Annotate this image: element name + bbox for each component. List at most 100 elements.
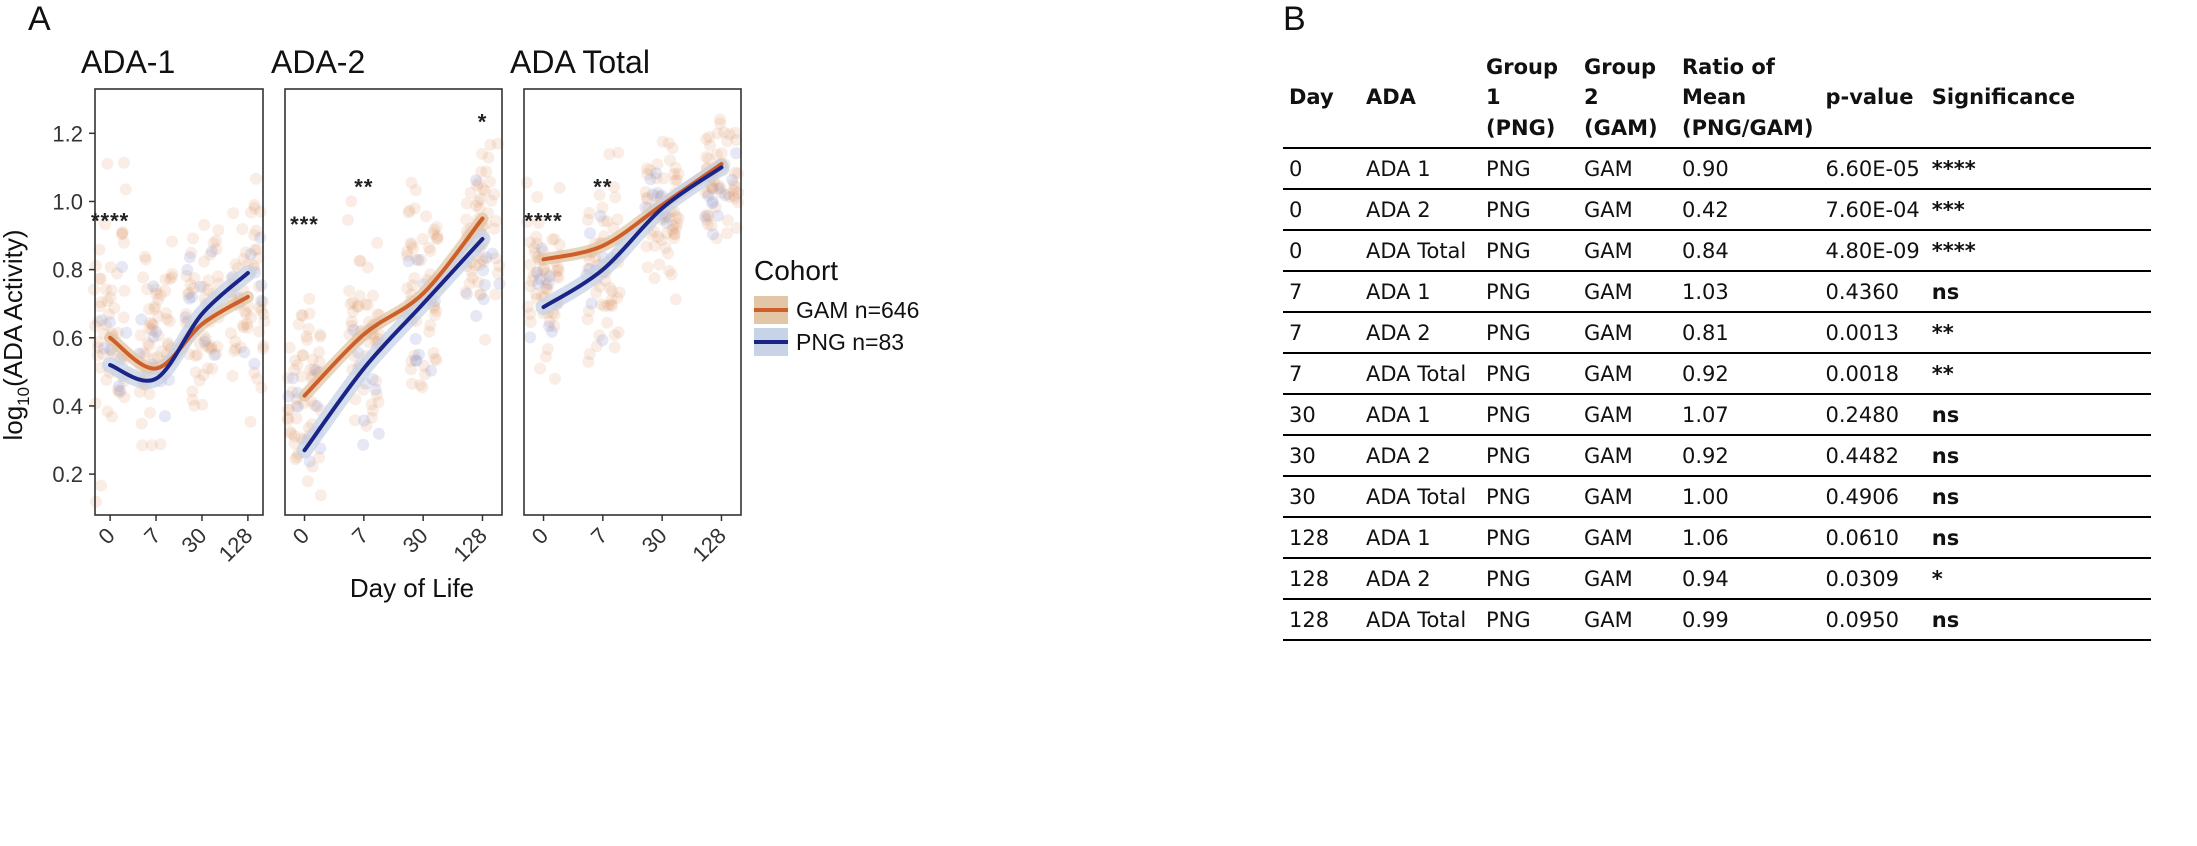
- data-point: [596, 201, 609, 214]
- data-point: [147, 280, 160, 293]
- data-point: [541, 343, 554, 356]
- cell-group-2: GAM: [1578, 599, 1676, 642]
- data-point: [709, 201, 722, 214]
- cell-ratio: 1.00: [1676, 476, 1820, 519]
- panel-frames: [89, 88, 742, 521]
- data-point: [660, 216, 673, 229]
- data-point: [539, 273, 552, 286]
- data-point: [288, 364, 301, 376]
- data-point: [291, 358, 304, 371]
- data-point: [714, 113, 727, 126]
- data-point: [593, 188, 606, 201]
- cell-group-2: GAM: [1578, 476, 1676, 519]
- data-point: [204, 248, 217, 261]
- data-point: [210, 243, 223, 256]
- data-point: [583, 206, 596, 219]
- data-point: [303, 455, 316, 468]
- data-point: [196, 398, 209, 411]
- data-point: [431, 232, 444, 245]
- data-point: [596, 334, 609, 347]
- data-point: [409, 184, 422, 197]
- data-point: [186, 385, 199, 398]
- data-point: [659, 241, 672, 254]
- cell-ada: ADA Total: [1360, 476, 1480, 519]
- data-point: [546, 233, 559, 246]
- data-point: [159, 273, 172, 286]
- data-point: [241, 321, 254, 334]
- data-point: [198, 218, 211, 231]
- cell-group-1: PNG: [1480, 353, 1578, 396]
- data-point: [155, 345, 168, 358]
- cell-group-2: GAM: [1578, 148, 1676, 191]
- data-point: [652, 230, 665, 243]
- data-point: [550, 270, 563, 283]
- data-point: [524, 316, 537, 328]
- cell-day: 30: [1283, 394, 1360, 437]
- data-point: [189, 366, 202, 379]
- cell-ada: ADA 2: [1360, 558, 1480, 601]
- data-point: [534, 362, 547, 375]
- data-point: [252, 280, 265, 293]
- data-point: [314, 489, 327, 502]
- data-point: [238, 305, 251, 318]
- cell-group-2: GAM: [1578, 558, 1676, 601]
- data-point: [700, 208, 713, 221]
- data-point: [302, 323, 315, 335]
- data-point: [95, 314, 108, 327]
- data-point: [154, 438, 167, 451]
- data-point: [416, 381, 429, 394]
- data-point: [524, 258, 537, 271]
- data-point: [370, 375, 383, 387]
- data-point: [361, 261, 374, 274]
- data-point: [469, 259, 482, 272]
- cell-p-value: 0.0610: [1819, 517, 1926, 560]
- cell-p-value: 0.0018: [1819, 353, 1926, 396]
- data-point: [407, 242, 420, 255]
- data-point: [357, 438, 370, 451]
- data-point: [212, 270, 224, 283]
- data-point: [553, 181, 566, 194]
- data-point: [202, 284, 215, 296]
- data-point: [704, 139, 717, 152]
- data-point: [106, 410, 118, 423]
- data-point: [150, 283, 162, 296]
- x-axis-label: Day of Life: [350, 573, 474, 603]
- cell-ada: ADA 1: [1360, 271, 1480, 314]
- data-point: [301, 333, 314, 346]
- data-point: [430, 354, 443, 367]
- data-point: [527, 269, 540, 282]
- data-point: [141, 283, 154, 296]
- data-point: [605, 298, 617, 311]
- data-point: [727, 178, 740, 190]
- cell-p-value: 6.60E-05: [1819, 148, 1926, 191]
- panel-frame: [284, 88, 503, 516]
- data-point: [370, 388, 383, 401]
- data-point: [116, 260, 129, 273]
- data-point: [641, 192, 654, 205]
- column-header-day: Day: [1283, 48, 1360, 150]
- data-point: [135, 417, 148, 430]
- data-point: [402, 255, 415, 268]
- data-point: [528, 247, 541, 260]
- data-point: [357, 383, 370, 396]
- data-point: [707, 228, 719, 241]
- data-point: [225, 327, 237, 340]
- data-point: [203, 341, 216, 354]
- series-lines: [108, 161, 724, 453]
- cell-group-2: GAM: [1578, 312, 1676, 355]
- data-point: [524, 236, 537, 249]
- table-row: 7 ADA 2 PNG GAM 0.81 0.0013 **: [1283, 312, 2151, 355]
- data-point: [93, 300, 106, 313]
- data-point: [406, 377, 418, 390]
- data-point: [152, 329, 165, 342]
- cell-group-2: GAM: [1578, 394, 1676, 437]
- data-point: [602, 299, 615, 312]
- cell-group-2: GAM: [1578, 517, 1676, 560]
- data-point: [412, 348, 425, 361]
- data-point: [612, 326, 625, 339]
- cell-significance: ns: [1925, 435, 2151, 478]
- table-header-row: Day ADA Group 1 (PNG) Group 2 (GAM) Rati…: [1283, 48, 2151, 150]
- data-point: [406, 279, 419, 292]
- series-line-png: [302, 236, 485, 453]
- data-point: [712, 179, 725, 192]
